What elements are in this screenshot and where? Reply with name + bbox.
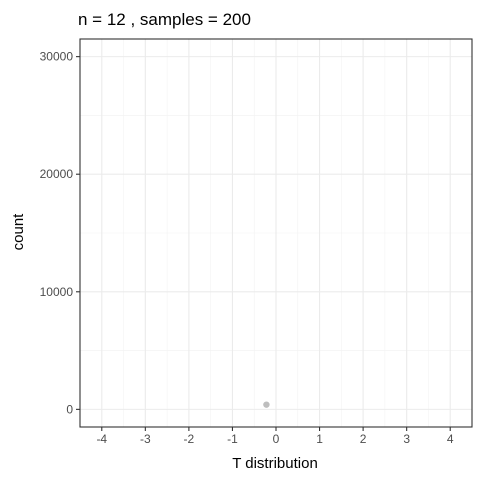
x-axis-title: T distribution xyxy=(232,455,318,472)
plot-panel xyxy=(79,38,473,428)
y-tick-label: 30000 xyxy=(40,50,74,64)
x-tick-label: -1 xyxy=(227,432,238,446)
y-tick-label: 20000 xyxy=(40,167,74,181)
chart-title: n = 12 , samples = 200 xyxy=(78,10,251,29)
y-axis: 0 10000 20000 30000 xyxy=(40,50,80,416)
data-points xyxy=(263,401,270,408)
x-tick-label: -2 xyxy=(184,432,195,446)
y-tick-label: 0 xyxy=(66,402,73,416)
x-tick-label: -4 xyxy=(96,432,107,446)
x-tick-label: -3 xyxy=(140,432,151,446)
x-tick-label: 3 xyxy=(403,432,410,446)
y-tick-label: 10000 xyxy=(40,285,74,299)
x-tick-label: 0 xyxy=(273,432,280,446)
x-tick-label: 2 xyxy=(360,432,367,446)
x-tick-label: 4 xyxy=(447,432,454,446)
y-axis-title: count xyxy=(10,213,27,251)
x-axis: -4 -3 -2 -1 0 1 2 3 4 xyxy=(96,427,454,446)
major-gridlines xyxy=(80,39,472,427)
data-point xyxy=(263,401,270,408)
x-tick-label: 1 xyxy=(316,432,323,446)
